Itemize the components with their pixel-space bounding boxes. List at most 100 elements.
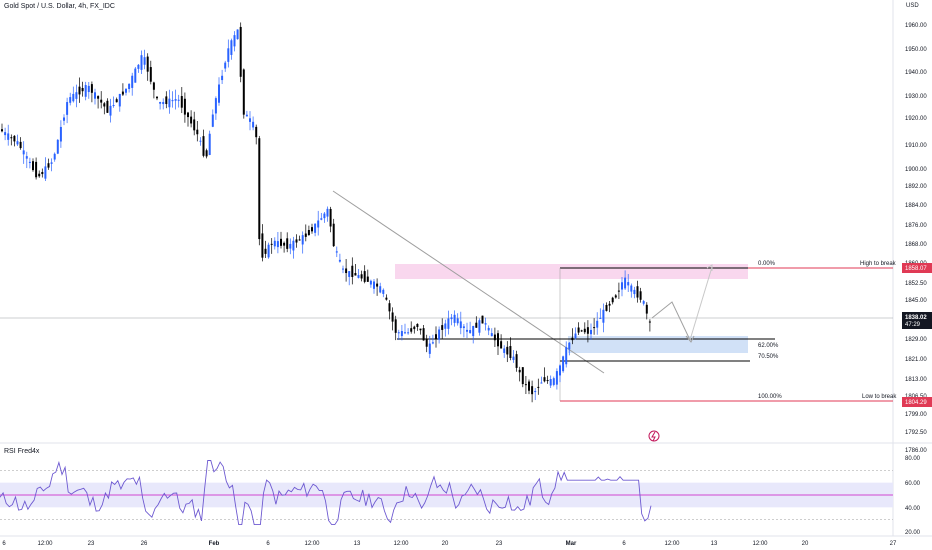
price-tick-label: 1813.00 bbox=[905, 377, 927, 383]
time-tick-label: 23 bbox=[88, 541, 95, 547]
candle-body bbox=[87, 85, 90, 93]
rsi-tick-label: 80.00 bbox=[905, 456, 921, 462]
time-tick-label: 13 bbox=[711, 541, 718, 547]
price-tick-label: 1960.00 bbox=[905, 23, 927, 29]
candle-body bbox=[314, 223, 317, 233]
candle-body bbox=[72, 93, 75, 102]
price-tick-label: 1821.00 bbox=[905, 357, 927, 363]
candle-body bbox=[388, 303, 391, 312]
candle-body bbox=[500, 341, 503, 349]
candle-body bbox=[214, 98, 217, 114]
low-price-badge-text: 1804.29 bbox=[905, 400, 927, 406]
candle-body bbox=[586, 327, 589, 334]
candle-body bbox=[326, 208, 329, 217]
candle-body bbox=[456, 318, 459, 324]
rsi-tick-label: 40.00 bbox=[905, 506, 921, 512]
candle-body bbox=[19, 141, 22, 149]
candle-body bbox=[174, 99, 177, 101]
price-tick-label: 1884.00 bbox=[905, 203, 927, 209]
candle-body bbox=[450, 317, 453, 320]
candle-body bbox=[431, 342, 434, 344]
candle-body bbox=[348, 271, 351, 277]
candle-body bbox=[636, 286, 639, 298]
candle-body bbox=[627, 282, 630, 286]
price-tick-label: 1876.00 bbox=[905, 223, 927, 229]
time-tick-label: 20 bbox=[802, 541, 809, 547]
candle-body bbox=[447, 318, 450, 329]
candle-body bbox=[323, 213, 326, 219]
candle-body bbox=[304, 233, 307, 237]
candle-body bbox=[32, 161, 34, 171]
candle-body bbox=[289, 243, 292, 249]
high-price-badge bbox=[902, 263, 932, 273]
candle-body bbox=[239, 26, 242, 77]
candle-body bbox=[211, 114, 214, 127]
candle-body bbox=[177, 99, 180, 101]
candle-body bbox=[475, 322, 478, 328]
candle-body bbox=[577, 327, 580, 333]
candle-body bbox=[360, 274, 363, 279]
price-tick-label: 1900.00 bbox=[905, 167, 927, 173]
low-to-break-label: Low to break bbox=[862, 394, 897, 400]
time-tick-label: 13 bbox=[354, 541, 361, 547]
candle-body bbox=[546, 380, 549, 382]
candle-body bbox=[639, 291, 642, 300]
candle-body bbox=[165, 96, 168, 105]
candle-body bbox=[416, 323, 419, 327]
candle-body bbox=[53, 153, 56, 160]
candle-body bbox=[28, 161, 31, 163]
candle-body bbox=[10, 137, 13, 139]
candle-body bbox=[255, 126, 258, 138]
candle-body bbox=[391, 312, 394, 322]
candle-body bbox=[78, 86, 81, 95]
time-tick-label: 12:00 bbox=[664, 541, 680, 547]
candle-body bbox=[543, 377, 546, 382]
candle-body bbox=[106, 100, 109, 113]
candle-body bbox=[596, 320, 599, 328]
countdown-text: 47:29 bbox=[905, 322, 921, 328]
candle-body bbox=[56, 139, 59, 154]
candle-body bbox=[143, 57, 146, 65]
time-tick-label: 6 bbox=[622, 541, 626, 547]
candle-body bbox=[183, 98, 186, 115]
candle-body bbox=[493, 334, 496, 341]
candle-body bbox=[568, 342, 571, 350]
candle-body bbox=[103, 103, 106, 107]
candle-body bbox=[540, 382, 543, 384]
candle-body bbox=[317, 220, 320, 228]
candle-body bbox=[242, 69, 245, 115]
candle-body bbox=[534, 390, 537, 393]
low-price-badge bbox=[902, 397, 932, 407]
candle-body bbox=[441, 325, 444, 330]
fib-100-label: 100.00% bbox=[758, 394, 782, 400]
candle-body bbox=[218, 84, 220, 103]
candle-body bbox=[162, 102, 165, 105]
candle-body bbox=[332, 223, 335, 247]
candle-body bbox=[227, 48, 230, 62]
candle-body bbox=[22, 150, 25, 155]
candle-body bbox=[366, 276, 369, 282]
candle-body bbox=[487, 327, 490, 331]
candle-body bbox=[224, 62, 227, 69]
projection-arrow-head bbox=[685, 335, 695, 343]
candle-body bbox=[469, 330, 472, 333]
price-tick-label: 1786.00 bbox=[905, 448, 927, 454]
candles-group bbox=[1, 22, 651, 403]
candle-body bbox=[171, 100, 174, 102]
symbol-title: Gold Spot / U.S. Dollar, 4h, FX_IDC bbox=[4, 3, 115, 10]
candle-body bbox=[134, 68, 137, 83]
candle-body bbox=[397, 332, 400, 334]
candle-body bbox=[205, 150, 208, 157]
candle-body bbox=[512, 356, 515, 361]
candle-body bbox=[385, 297, 388, 300]
candle-body bbox=[605, 304, 608, 311]
candle-body bbox=[100, 99, 103, 103]
candle-body bbox=[38, 173, 41, 177]
candle-body bbox=[149, 67, 152, 82]
candle-body bbox=[645, 304, 648, 314]
candle-body bbox=[565, 347, 568, 365]
candle-body bbox=[156, 96, 158, 99]
candle-body bbox=[59, 126, 62, 142]
rsi-title: RSI Fred4x bbox=[4, 448, 40, 455]
